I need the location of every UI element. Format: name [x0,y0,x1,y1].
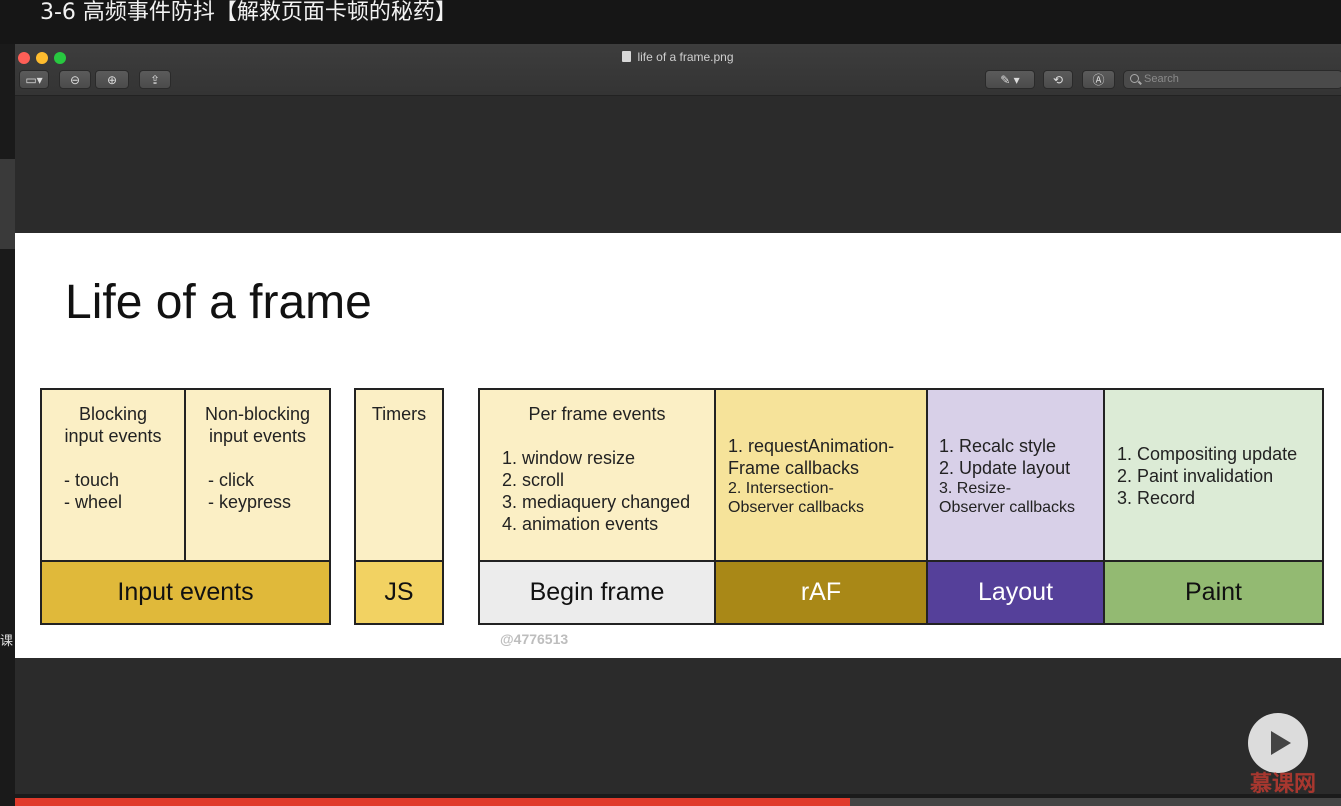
per-frame-events-cell: Per frame events 1. window resize 2. scr… [480,390,716,560]
image-canvas: Life of a frame Blocking input events - … [15,97,1341,794]
layout-item: 1. Recalc style [939,436,1057,456]
raf-item: Observer callbacks [728,499,865,516]
slide-image: Life of a frame Blocking input events - … [15,233,1341,658]
raf-cell: 1. requestAnimation- Frame callbacks 2. … [716,390,928,560]
share-icon: ⇪ [149,72,161,87]
per-frame-item: 3. mediaquery changed [502,492,691,512]
annotate-icon: Ⓐ [1092,73,1105,87]
search-placeholder: Search [1144,73,1179,85]
sidebar-icon: ▭▾ [25,72,43,87]
non-blocking-input-cell: Non-blocking input events - click - keyp… [186,390,329,560]
annotate-button[interactable]: Ⓐ [1082,70,1115,89]
zoom-in-button[interactable]: ⊕ [95,70,129,89]
minimize-button[interactable] [36,52,48,64]
begin-frame-label: Begin frame [480,560,716,623]
raf-item: 1. requestAnimation- [728,436,895,456]
rotate-button[interactable]: ⟲ [1043,70,1073,89]
non-blocking-heading-2: input events [208,426,307,446]
video-progress-fill [15,798,851,806]
paint-item: 1. Compositing update [1117,444,1298,464]
layout-cell: 1. Recalc style 2. Update layout 3. Resi… [928,390,1105,560]
js-label: JS [356,560,442,623]
rotate-icon: ⟲ [1052,72,1064,87]
blocking-heading-2: input events [64,426,162,446]
course-title: 3-6 高频事件防抖【解救页面卡顿的秘药】 [0,0,1341,44]
window-titlebar: life of a frame.png ▭▾ ⊖ ⊕ ⇪ ✎ ▾ ⟲ Ⓐ [15,44,1341,96]
raf-label: rAF [716,560,928,623]
non-blocking-heading-1: Non-blocking [204,404,311,424]
timers-cell: Timers [356,390,442,560]
timers-heading: Timers [371,404,427,424]
slide-title: Life of a frame [65,276,372,329]
pen-icon: ✎ ▾ [1000,72,1020,87]
non-blocking-item: - click [208,470,254,490]
non-blocking-item: - keypress [208,492,292,512]
raf-item: 2. Intersection- [728,480,834,497]
layout-label: Layout [928,560,1105,623]
left-sidebar: 课 [0,44,15,806]
raf-item: Frame callbacks [728,458,860,478]
input-events-label: Input events [42,560,329,623]
sidebar-scroll-handle[interactable] [0,159,15,249]
paint-item: 3. Record [1117,488,1196,508]
brand-logo: 慕课网 [1250,772,1317,797]
blocking-input-cell: Blocking input events - touch - wheel [42,390,186,560]
zoom-out-icon: ⊖ [69,72,81,87]
blocking-item: - touch [64,470,120,490]
paint-item: 2. Paint invalidation [1117,466,1274,486]
paint-cell: 1. Compositing update 2. Paint invalidat… [1105,390,1322,560]
zoom-out-button[interactable]: ⊖ [59,70,91,89]
markup-button[interactable]: ✎ ▾ [985,70,1035,89]
per-frame-heading: Per frame events [528,404,666,424]
paint-label: Paint [1105,560,1322,623]
per-frame-item: 1. window resize [502,448,636,468]
layout-item: Observer callbacks [939,499,1076,516]
window-title: life of a frame.png [15,50,1341,64]
sidebar-toggle-button[interactable]: ▭▾ [19,70,49,89]
file-name: life of a frame.png [637,50,734,64]
zoom-in-icon: ⊕ [106,72,118,87]
per-frame-item: 2. scroll [502,470,565,490]
play-button[interactable] [1248,713,1308,773]
frame-pipeline-group: Per frame events 1. window resize 2. scr… [478,388,1324,625]
layout-item: 3. Resize- [939,480,1012,497]
play-icon [1271,731,1291,755]
blocking-item: - wheel [64,492,123,512]
input-events-group: Blocking input events - touch - wheel No… [40,388,331,625]
preview-window: life of a frame.png ▭▾ ⊖ ⊕ ⇪ ✎ ▾ ⟲ Ⓐ [15,44,1341,794]
layout-item: 2. Update layout [939,458,1071,478]
per-frame-item: 4. animation events [502,514,659,534]
watermark: @4776513 [500,631,569,647]
search-input[interactable]: Search [1123,70,1341,89]
js-group: Timers JS [354,388,444,625]
document-icon [622,51,632,62]
blocking-heading-1: Blocking [78,404,148,424]
share-button[interactable]: ⇪ [139,70,171,89]
video-progress-bar[interactable] [15,798,1341,806]
sidebar-char: 课 [0,634,14,649]
close-button[interactable] [18,52,30,64]
zoom-button[interactable] [54,52,66,64]
search-icon [1130,74,1139,83]
